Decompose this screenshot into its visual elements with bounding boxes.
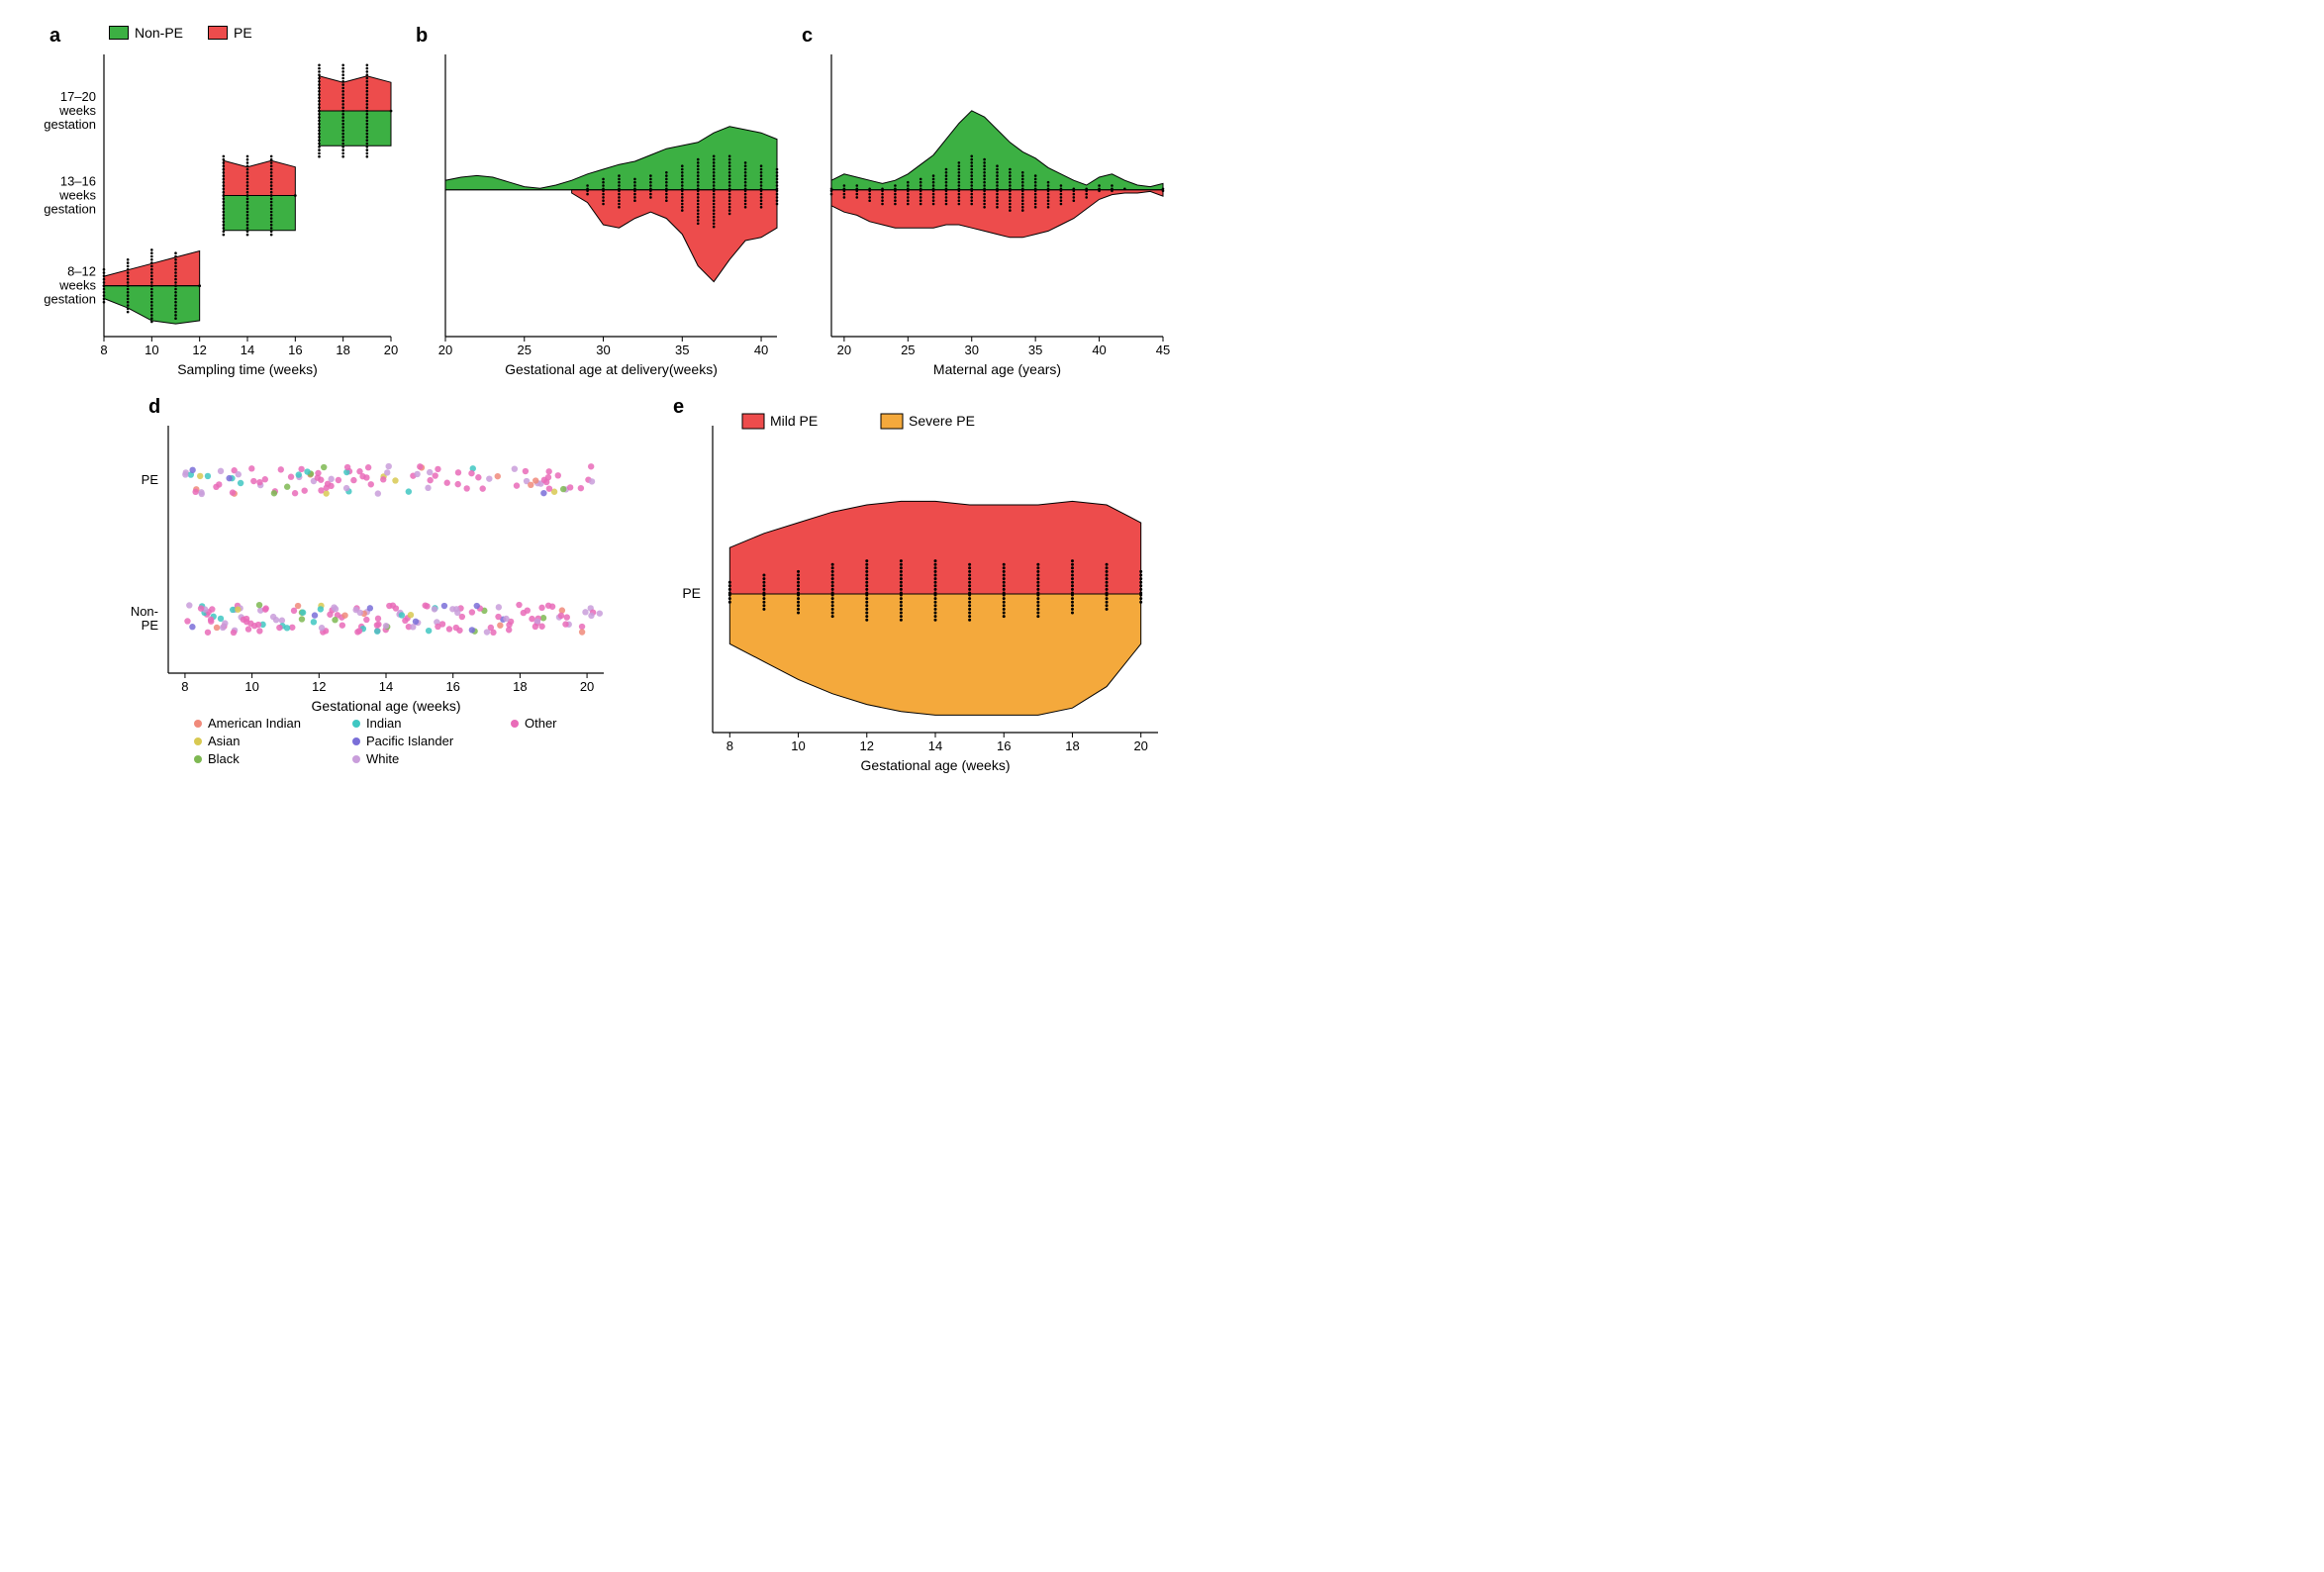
svg-text:35: 35 <box>675 343 689 357</box>
svg-text:14: 14 <box>379 679 393 694</box>
svg-text:Gestational age (weeks): Gestational age (weeks) <box>312 698 461 714</box>
svg-text:Asian: Asian <box>208 734 241 748</box>
svg-text:13–16: 13–16 <box>60 174 96 189</box>
svg-text:PE: PE <box>682 585 701 601</box>
svg-text:8–12: 8–12 <box>67 264 96 279</box>
svg-text:16: 16 <box>288 343 302 357</box>
svg-text:16: 16 <box>997 738 1011 753</box>
panel-d-label: d <box>148 396 160 419</box>
svg-text:10: 10 <box>791 738 805 753</box>
svg-text:10: 10 <box>145 343 158 357</box>
svg-text:12: 12 <box>860 738 874 753</box>
svg-text:gestation: gestation <box>44 117 96 132</box>
svg-text:gestation: gestation <box>44 202 96 217</box>
svg-text:Maternal age (years): Maternal age (years) <box>933 361 1061 377</box>
figure-container: Non-PE PE a 8101214161820Sampling time (… <box>20 20 1182 806</box>
panel-c-label: c <box>802 25 813 48</box>
svg-text:14: 14 <box>928 738 942 753</box>
svg-text:20: 20 <box>580 679 594 694</box>
svg-text:18: 18 <box>513 679 527 694</box>
svg-text:25: 25 <box>518 343 532 357</box>
panel-d: d 8101214161820Gestational age (weeks)PE… <box>89 396 624 802</box>
panel-e-label: e <box>673 396 684 419</box>
svg-text:18: 18 <box>336 343 349 357</box>
svg-text:20: 20 <box>837 343 851 357</box>
svg-text:Black: Black <box>208 751 240 766</box>
svg-text:20: 20 <box>438 343 452 357</box>
panel-a-svg: 8101214161820Sampling time (weeks)17–20w… <box>20 20 406 396</box>
svg-text:25: 25 <box>901 343 915 357</box>
panel-b: b 20 25 30 35 40 Gestational age at delivery(… <box>406 20 792 396</box>
svg-text:Pacific Islander: Pacific Islander <box>366 734 454 748</box>
svg-text:10: 10 <box>244 679 258 694</box>
svg-text:17–20: 17–20 <box>60 89 96 104</box>
svg-text:16: 16 <box>445 679 459 694</box>
svg-text:American Indian: American Indian <box>208 716 301 731</box>
panel-b-svg: 20 25 30 35 40 Gestational age at delivery(we… <box>406 20 792 396</box>
panel-e-svg: 8 10 12 14 16 18 20 Gestational age (weeks) PE Mi… <box>643 396 1178 802</box>
svg-text:30: 30 <box>964 343 978 357</box>
svg-text:8: 8 <box>100 343 107 357</box>
panel-c: c 20 25 30 35 40 45 Maternal age (years) <box>792 20 1178 396</box>
svg-text:20: 20 <box>1133 738 1147 753</box>
panel-c-svg: 20 25 30 35 40 45 Maternal age (years) <box>792 20 1178 396</box>
svg-text:Severe PE: Severe PE <box>909 413 975 429</box>
svg-text:8: 8 <box>726 738 733 753</box>
svg-text:Other: Other <box>525 716 557 731</box>
panel-d-svg: 8101214161820Gestational age (weeks)PENo… <box>89 396 624 802</box>
svg-text:40: 40 <box>754 343 768 357</box>
svg-text:weeks: weeks <box>58 278 96 293</box>
svg-text:35: 35 <box>1028 343 1042 357</box>
svg-text:weeks: weeks <box>58 103 96 118</box>
svg-text:45: 45 <box>1156 343 1170 357</box>
svg-text:gestation: gestation <box>44 292 96 307</box>
svg-text:Sampling time (weeks): Sampling time (weeks) <box>177 361 318 377</box>
svg-text:20: 20 <box>384 343 398 357</box>
svg-text:12: 12 <box>312 679 326 694</box>
svg-text:weeks: weeks <box>58 188 96 203</box>
svg-text:Gestational age (weeks): Gestational age (weeks) <box>861 757 1011 773</box>
svg-text:Gestational age at delivery(we: Gestational age at delivery(weeks) <box>505 361 718 377</box>
svg-text:White: White <box>366 751 399 766</box>
svg-text:18: 18 <box>1065 738 1079 753</box>
svg-text:8: 8 <box>181 679 188 694</box>
svg-text:Mild PE: Mild PE <box>770 413 818 429</box>
svg-text:40: 40 <box>1092 343 1106 357</box>
panel-a: a 8 10 12 14 16 18 20 Sampling time (weeks) 17–2… <box>20 20 406 396</box>
panel-b-label: b <box>416 25 428 48</box>
panel-e: e 8 10 12 14 16 18 20 Gestational age (weeks) PE… <box>643 396 1178 802</box>
svg-text:PE: PE <box>142 618 159 633</box>
svg-text:Indian: Indian <box>366 716 401 731</box>
panel-a-label: a <box>49 25 60 48</box>
svg-text:30: 30 <box>596 343 610 357</box>
svg-text:PE: PE <box>142 472 159 487</box>
svg-text:Non-: Non- <box>131 604 158 619</box>
svg-text:12: 12 <box>192 343 206 357</box>
svg-text:14: 14 <box>241 343 254 357</box>
